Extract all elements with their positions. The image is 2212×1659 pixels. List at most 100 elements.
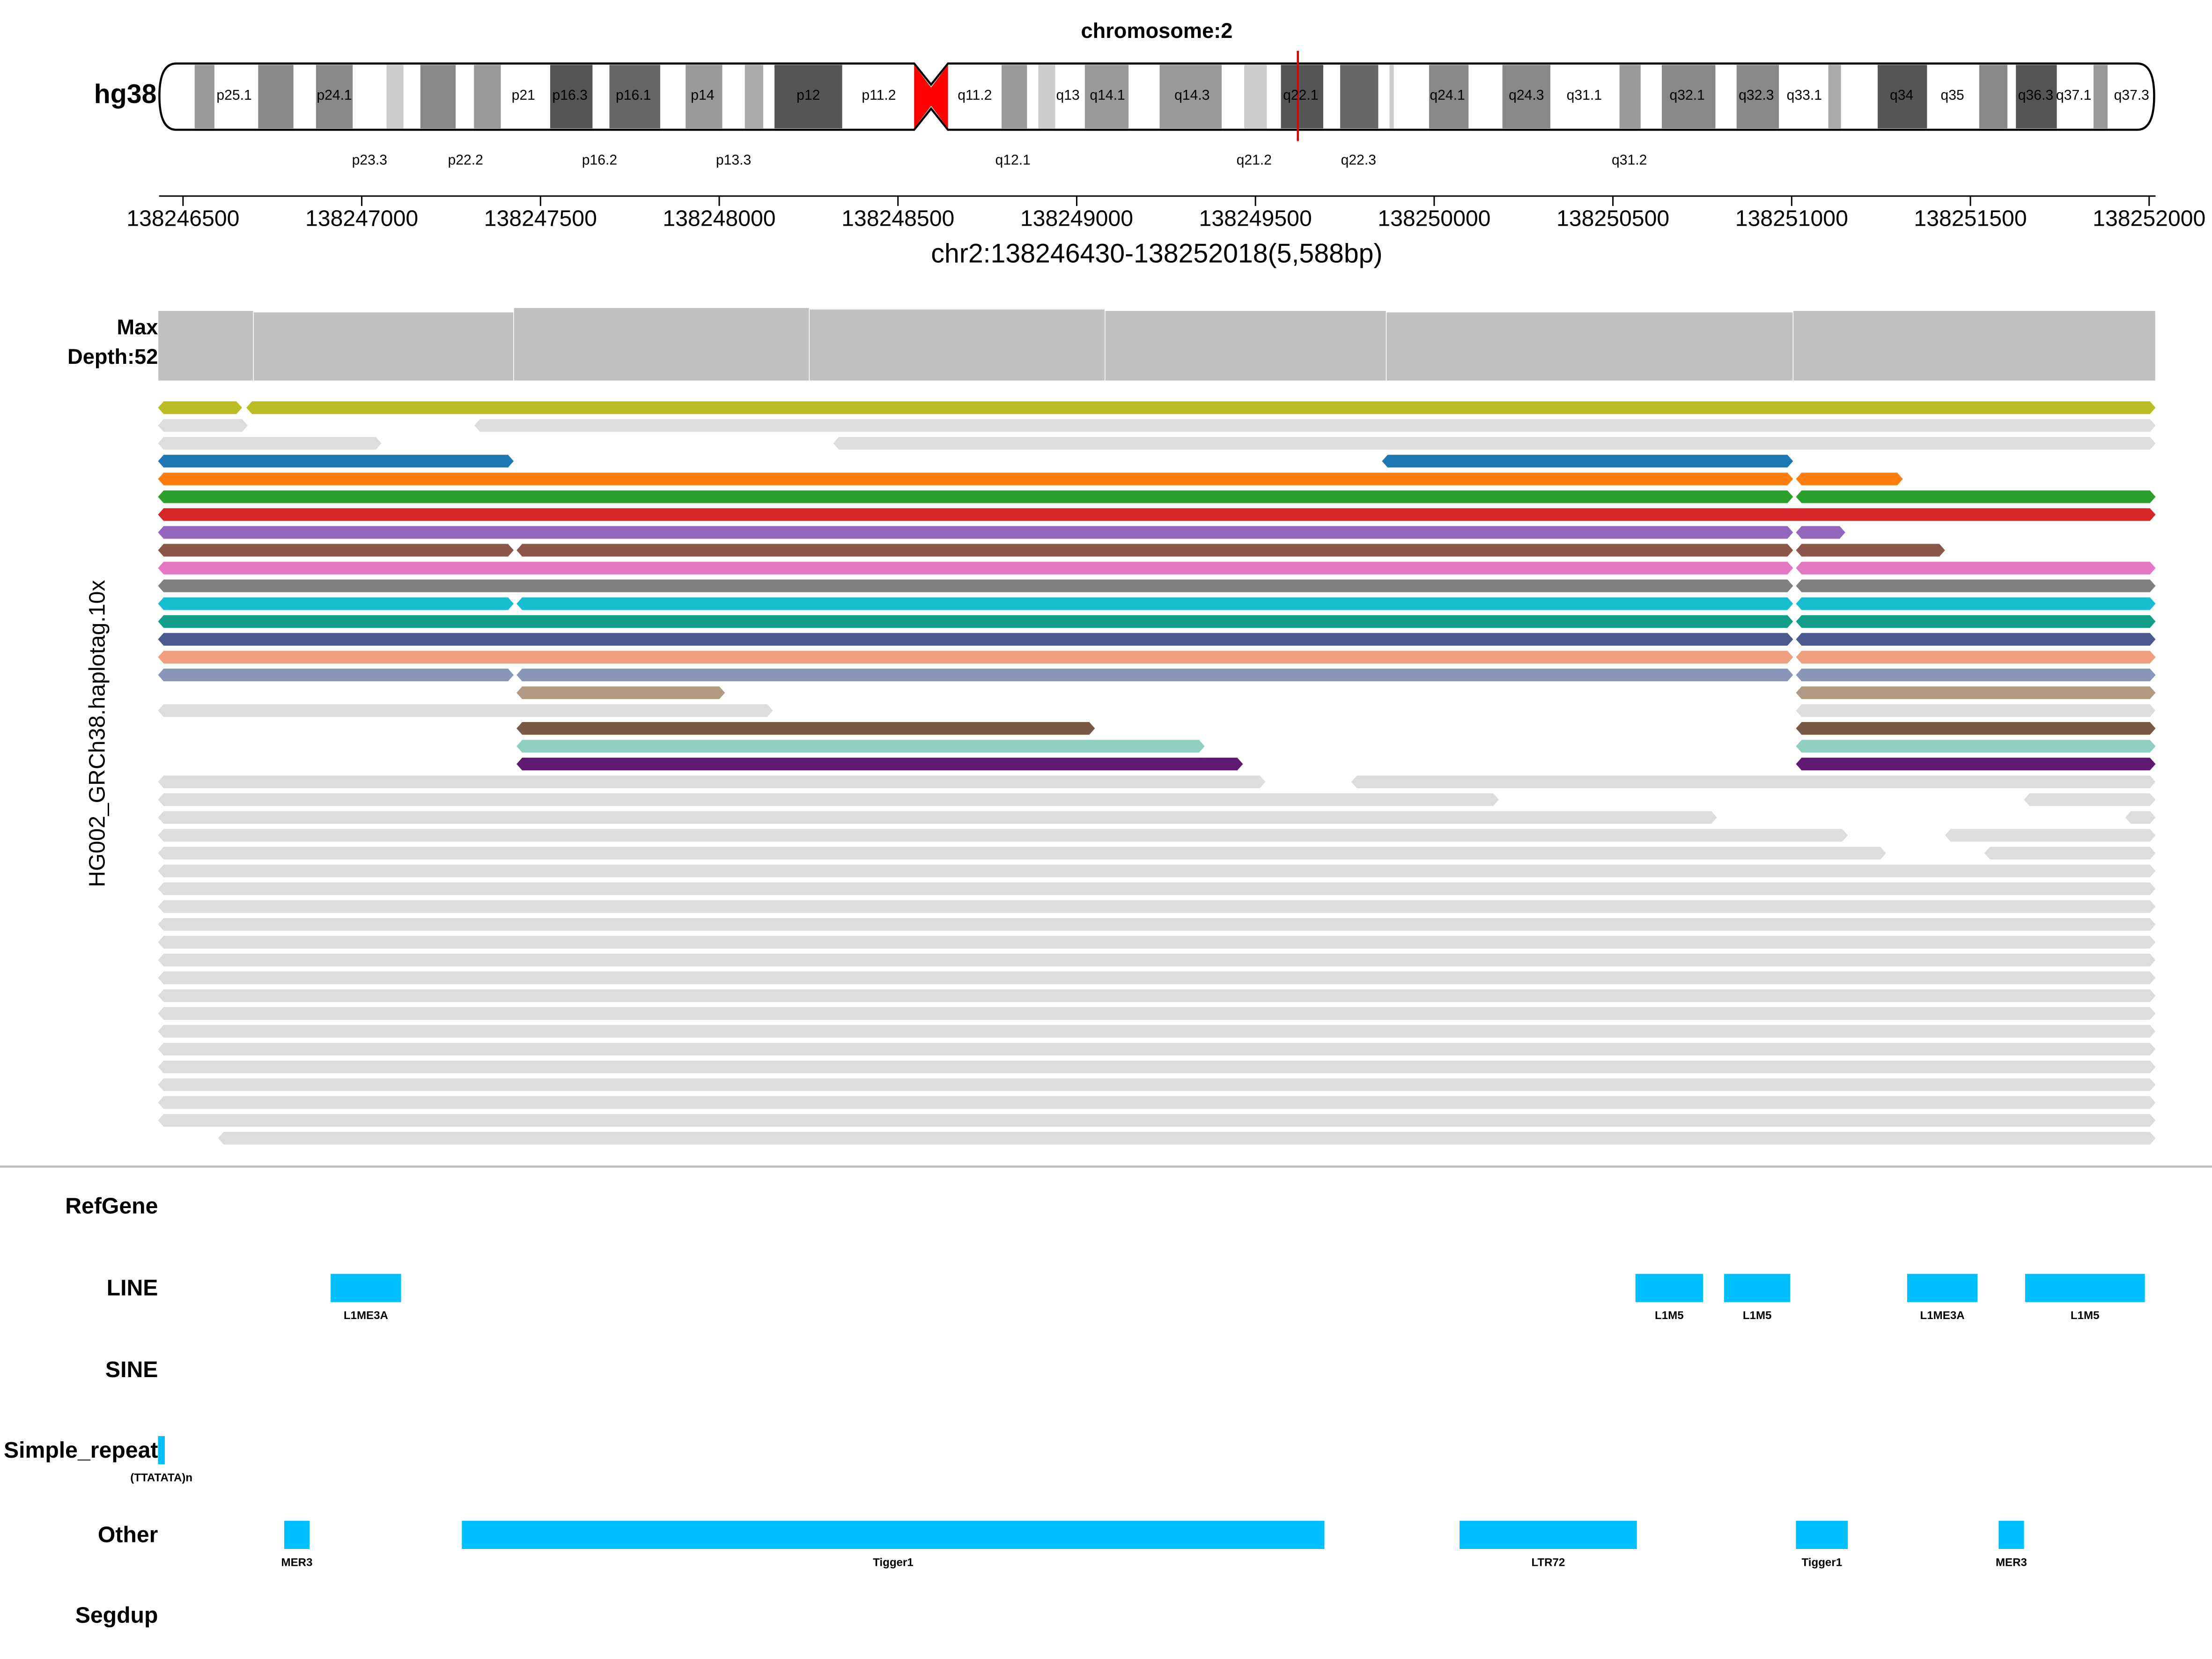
x-tick-label: 138246500 — [126, 206, 239, 231]
read — [158, 615, 1793, 628]
read — [516, 597, 1793, 610]
x-tick-label: 138248000 — [663, 206, 775, 231]
reads-track-label: HG002_GRCh38.haplotag.10x — [85, 580, 110, 887]
feature-label: (TTATATA)n — [130, 1472, 192, 1484]
read — [158, 579, 1793, 592]
read — [516, 758, 1243, 771]
read — [1796, 597, 2156, 610]
read — [158, 811, 1717, 824]
repeat-feature — [1724, 1274, 1791, 1302]
x-tick-label: 138249500 — [1199, 206, 1312, 231]
band-label: q31.1 — [1567, 88, 1602, 103]
read — [158, 472, 1793, 486]
band — [194, 65, 214, 129]
repeat-feature — [284, 1520, 310, 1549]
band — [1389, 65, 1394, 129]
band-label: q35 — [1941, 88, 1964, 103]
band — [1429, 65, 1469, 129]
read — [474, 419, 2156, 432]
read — [1796, 490, 2156, 503]
read — [158, 989, 2156, 1002]
read — [1796, 722, 2156, 735]
band-label: p25.1 — [216, 88, 251, 103]
repeat-feature — [1998, 1520, 2024, 1549]
read — [2125, 811, 2156, 824]
read — [158, 1078, 2156, 1091]
repeat-feature — [2025, 1274, 2145, 1302]
band-label: q22.3 — [1341, 152, 1376, 168]
x-tick-label: 138250000 — [1378, 206, 1490, 231]
x-tick-label: 138251000 — [1735, 206, 1848, 231]
read — [2024, 793, 2156, 806]
axis-label: chr2:138246430-138252018(5,588bp) — [931, 238, 1382, 268]
feature-label: L1ME3A — [344, 1309, 388, 1322]
read — [516, 740, 1205, 753]
band — [1159, 65, 1222, 129]
read — [1984, 847, 2156, 860]
band — [1736, 65, 1779, 129]
read — [158, 1096, 2156, 1109]
band-label: q24.3 — [1509, 88, 1544, 103]
read — [1796, 740, 2156, 753]
band — [774, 65, 842, 129]
band — [1502, 65, 1551, 129]
read — [158, 793, 1499, 806]
band-label: p21 — [512, 88, 535, 103]
band — [420, 65, 456, 129]
x-tick-label: 138252000 — [2093, 206, 2205, 231]
coverage-bar — [1792, 310, 2156, 382]
band — [1244, 65, 1267, 129]
repeat-feature — [1460, 1520, 1637, 1549]
feature-label: Tigger1 — [1802, 1556, 1843, 1569]
band-label: q11.2 — [958, 88, 992, 103]
x-tick-label: 138251500 — [1914, 206, 2027, 231]
feature-label: L1M5 — [1655, 1309, 1684, 1322]
band-label: p23.3 — [352, 152, 387, 168]
read — [158, 508, 2156, 521]
coverage-bar — [157, 310, 254, 382]
repeat-feature — [331, 1274, 401, 1302]
ideogram: p25.1 p24.1 p21 p16.3 p16.1 p14 p12 p11.2 q11.2 q… — [158, 51, 2155, 141]
read — [158, 1042, 2156, 1056]
track-name: Simple_repeat — [4, 1438, 158, 1463]
band-label: q34 — [1890, 88, 1913, 103]
band-label: p16.2 — [582, 152, 617, 168]
band — [1877, 65, 1927, 129]
read — [1796, 650, 2156, 664]
read — [1796, 526, 1845, 539]
band-label: q21.2 — [1237, 152, 1272, 168]
band-label: q12.1 — [995, 152, 1030, 168]
read — [158, 900, 2156, 913]
x-tick-label: 138249000 — [1020, 206, 1133, 231]
read — [158, 847, 1886, 860]
feature-label: MER3 — [281, 1556, 313, 1569]
read — [158, 544, 514, 557]
read — [158, 936, 2156, 949]
repeat-feature — [1907, 1274, 1978, 1302]
track-name: Other — [98, 1522, 158, 1548]
track-name: Segdup — [75, 1602, 158, 1628]
band — [1002, 65, 1027, 129]
repeat-feature — [1796, 1520, 1848, 1549]
band-label: p14 — [691, 88, 714, 103]
read — [246, 401, 2156, 414]
coverage-label: Depth:52 — [67, 345, 158, 369]
read — [158, 1007, 2156, 1020]
read — [158, 918, 2156, 931]
band — [745, 65, 763, 129]
read — [1796, 668, 2156, 682]
band-label: q33.1 — [1787, 88, 1822, 103]
read — [158, 704, 773, 717]
read — [158, 526, 1793, 539]
centromere — [914, 65, 948, 129]
band — [474, 65, 501, 129]
read — [516, 668, 1793, 682]
read — [1796, 544, 1945, 557]
band — [686, 65, 723, 129]
band-label: q37.3 — [2114, 88, 2149, 103]
read — [158, 829, 1848, 842]
band — [1662, 65, 1716, 129]
band — [1084, 65, 1129, 129]
read — [158, 882, 2156, 895]
